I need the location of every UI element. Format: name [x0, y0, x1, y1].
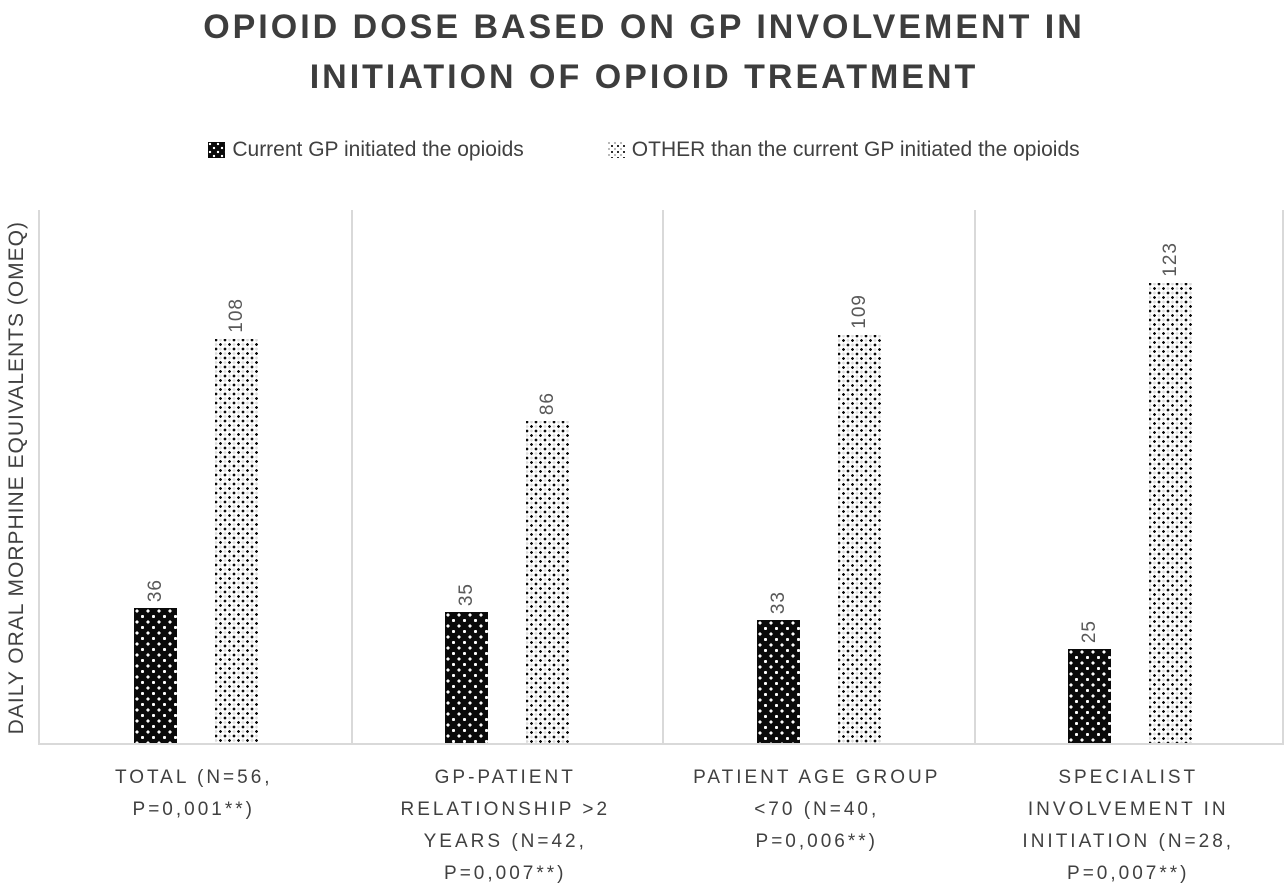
plot-area: 36 108 35 86 33 109 25 123: [38, 210, 1284, 745]
bar-value-label: 25: [1078, 619, 1100, 643]
bar-value-label: 86: [536, 391, 558, 415]
bar-other-than-the-current-gp-initiated-the--specialist-involvement-in-initiation-n-2: [1149, 283, 1192, 743]
bar-value-label: 35: [455, 582, 477, 606]
bar-current-gp-initiated-the-opioids-gp-patient-relationship-2-years-n-42-p-0: [445, 612, 488, 743]
legend: Current GP initiated the opioids OTHER t…: [0, 138, 1288, 162]
bar-value-label: 33: [767, 590, 789, 614]
category-separator-line: [351, 210, 353, 743]
category-separator-line: [974, 210, 976, 743]
category-label: SPECIALIST INVOLVEMENT IN INITIATION (N=28…: [1022, 767, 1235, 884]
bar-other-than-the-current-gp-initiated-the--gp-patient-relationship-2-years-n-42-p-0: [526, 421, 569, 743]
legend-item-current-gp: Current GP initiated the opioids: [208, 138, 524, 162]
category-labels: TOTAL (N=56, P=0,001**) GP-PATIENT RELATION…: [38, 762, 1284, 890]
chart-title-line1: OPIOID DOSE BASED ON GP INVOLVEMENT IN: [203, 8, 1085, 46]
legend-item-other-gp: OTHER than the current GP initiated the …: [607, 138, 1080, 162]
y-axis-title: DAILY ORAL MORPHINE EQUIVALENTS (OMEQ): [0, 210, 34, 745]
bar-value-label: 36: [144, 578, 166, 602]
category-label: PATIENT AGE GROUP <70 (N=40, P=0,006**): [693, 767, 941, 852]
category-label: TOTAL (N=56, P=0,001**): [114, 767, 273, 820]
bar-current-gp-initiated-the-opioids-specialist-involvement-in-initiation-n-2: [1068, 649, 1111, 743]
bar-value-label: 109: [848, 294, 870, 329]
category-label: GP-PATIENT RELATIONSHIP >2 YEARS (N=42, P=0…: [400, 767, 611, 884]
bar-value-label: 108: [225, 298, 247, 333]
legend-label-current-gp: Current GP initiated the opioids: [232, 138, 524, 161]
bar-other-than-the-current-gp-initiated-the--patient-age-group-70-n-40-p-0-006: [838, 335, 881, 743]
legend-swatch-white-dotted-icon: [607, 142, 625, 158]
chart-title: OPIOID DOSE BASED ON GP INVOLVEMENT IN I…: [0, 2, 1288, 102]
legend-swatch-black-dotted-icon: [208, 142, 226, 158]
bar-current-gp-initiated-the-opioids-patient-age-group-70-n-40-p-0-006: [757, 620, 800, 743]
category-separator-line: [662, 210, 664, 743]
y-axis-title-text: DAILY ORAL MORPHINE EQUIVALENTS (OMEQ): [5, 220, 28, 735]
bar-value-label: 123: [1159, 242, 1181, 277]
chart-title-line2: INITIATION OF OPIOID TREATMENT: [309, 58, 979, 96]
bar-other-than-the-current-gp-initiated-the--total-n-56-p-0-001: [215, 339, 258, 743]
legend-label-other-gp: OTHER than the current GP initiated the …: [631, 138, 1080, 161]
bar-current-gp-initiated-the-opioids-total-n-56-p-0-001: [134, 608, 177, 743]
